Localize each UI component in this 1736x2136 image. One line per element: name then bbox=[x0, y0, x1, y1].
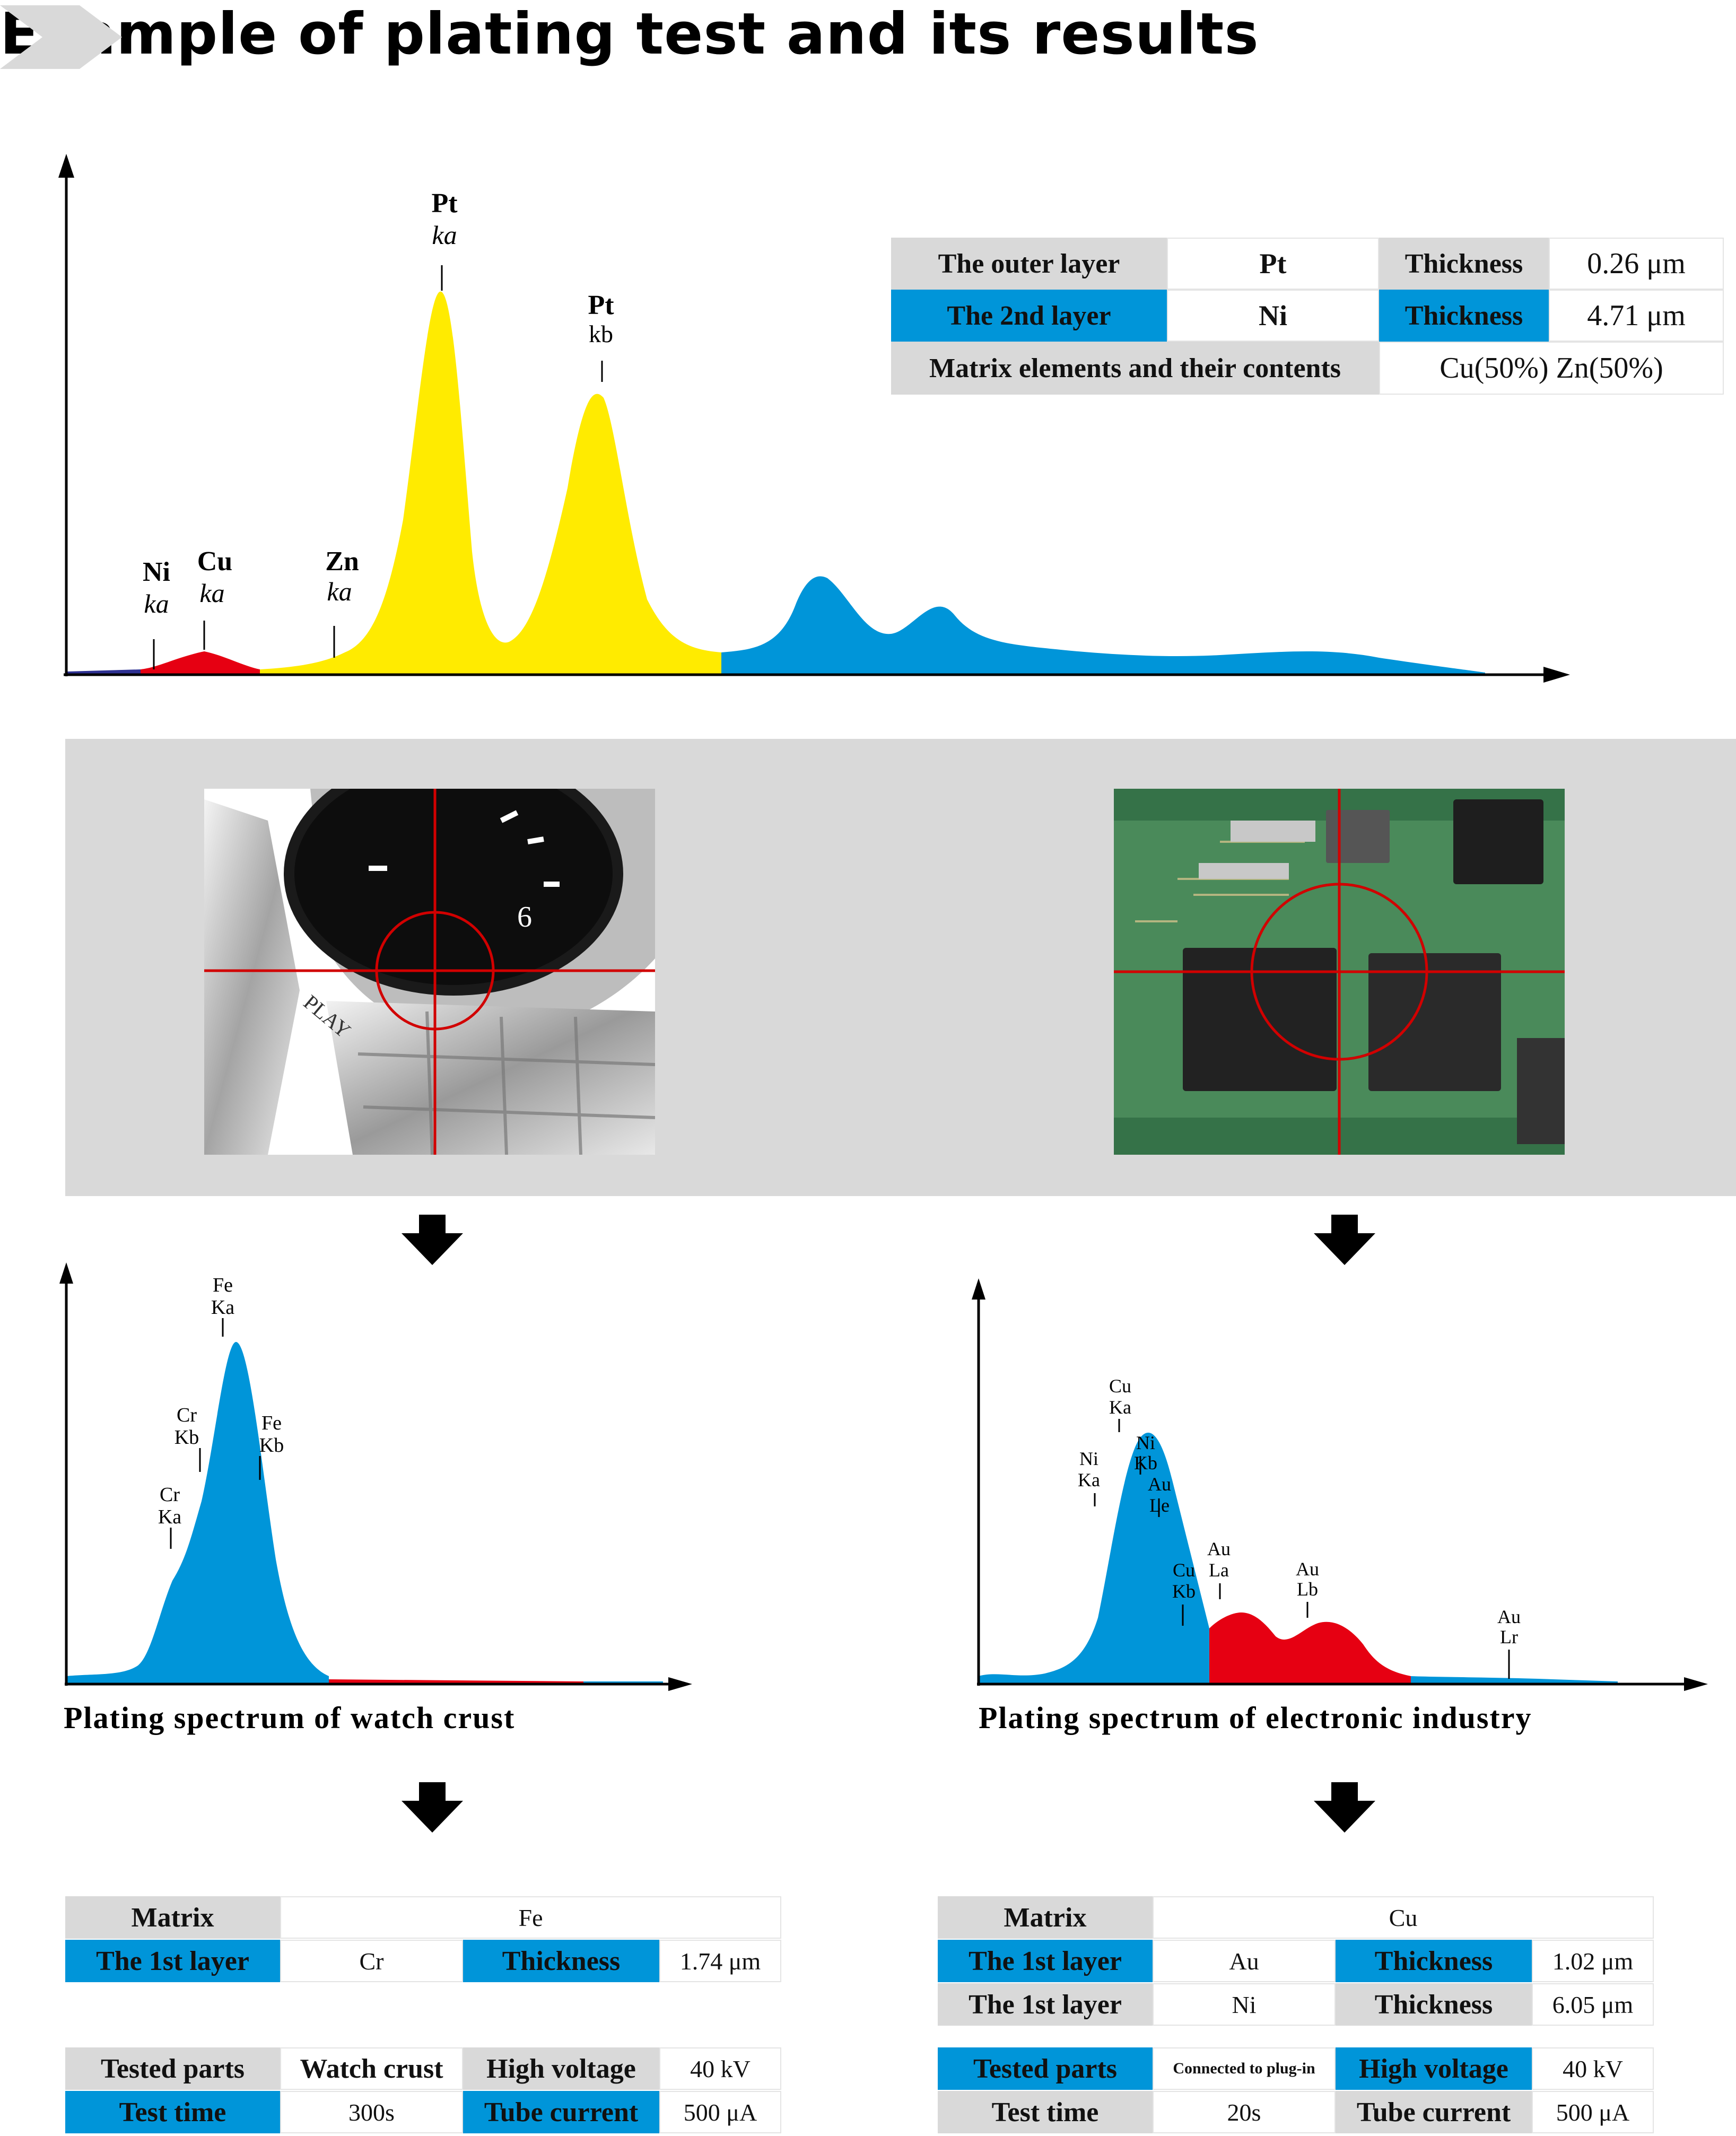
peak-label-au-le: Au Le bbox=[1148, 1474, 1171, 1516]
watch-spectrum-title: Plating spectrum of watch crust bbox=[64, 1701, 516, 1735]
elec-layer2-value: Ni bbox=[1153, 1983, 1336, 2026]
peak-label-pt-ka-line: ka bbox=[432, 220, 457, 250]
elec-tested-value: Connected to plug-in bbox=[1153, 2047, 1336, 2090]
watch-spectrum-chart: Cr Ka Cr Kb Fe Ka Fe Kb bbox=[59, 1262, 692, 1691]
elec-spectrum-blue-area bbox=[979, 1433, 1209, 1684]
peak-label-pt-kb-line: kb bbox=[589, 320, 613, 347]
peak-label-fe-kb: Fe Kb bbox=[259, 1412, 284, 1457]
watch-time-label: Test time bbox=[65, 2091, 280, 2133]
peak-label-cu-ka: Cu Ka bbox=[1109, 1375, 1131, 1418]
peak-label-pt-ka-element: Pt bbox=[431, 188, 458, 219]
matrix-elements-label: Matrix elements and their contents bbox=[891, 342, 1379, 395]
peak-label-ni-ka: Ni Ka bbox=[1078, 1448, 1100, 1490]
elec-hv-value: 40 kV bbox=[1532, 2047, 1654, 2090]
peak-label-zn-element: Zn bbox=[325, 546, 359, 577]
watch-hv-value: 40 kV bbox=[659, 2047, 781, 2090]
down-arrow-icon bbox=[1314, 1215, 1375, 1265]
second-layer-thickness-value: 4.71 μm bbox=[1549, 290, 1724, 342]
elec-hv-label: High voltage bbox=[1336, 2047, 1532, 2090]
down-arrow-icon bbox=[1314, 1782, 1375, 1833]
peak-label-au-lb: Au Lb bbox=[1296, 1558, 1319, 1600]
peak-label-ni-line: ka bbox=[144, 589, 169, 618]
spectrum-segment-yellow bbox=[260, 291, 721, 675]
elec-thickness1-value: 1.02 μm bbox=[1532, 1940, 1654, 1982]
electronic-spectrum-chart: Ni Ka Cu Ka Ni Kb Au Le Cu Kb Au La Au Lb Au Lr bbox=[972, 1278, 1708, 1691]
watch-tested-value: Watch crust bbox=[280, 2047, 463, 2090]
matrix-elements-value: Cu(50%) Zn(50%) bbox=[1379, 342, 1724, 395]
watch-tube-label: Tube current bbox=[463, 2091, 659, 2133]
elec-tested-label: Tested parts bbox=[938, 2047, 1153, 2090]
elec-thickness1-label: Thickness bbox=[1336, 1940, 1532, 1982]
elec-time-label: Test time bbox=[938, 2091, 1153, 2133]
outer-layer-element: Pt bbox=[1167, 238, 1379, 290]
electronic-spectrum-title: Plating spectrum of electronic industry bbox=[979, 1701, 1532, 1735]
circuit-board-photo bbox=[1114, 789, 1565, 1155]
elec-y-axis-arrow-icon bbox=[972, 1278, 985, 1300]
watch-thickness-label: Thickness bbox=[463, 1940, 659, 1982]
watch-hv-label: High voltage bbox=[463, 2047, 659, 2090]
elec-spectrum-blue-tail bbox=[1411, 1676, 1618, 1684]
watch-tested-label: Tested parts bbox=[65, 2047, 280, 2090]
elec-layer1-label: The 1st layer bbox=[938, 1940, 1153, 1982]
peak-label-zn-line: ka bbox=[327, 577, 352, 606]
second-layer-label: The 2nd layer bbox=[891, 290, 1167, 342]
watch-thickness-value: 1.74 μm bbox=[659, 1940, 781, 1982]
outer-layer-thickness-label: Thickness bbox=[1379, 238, 1549, 290]
watch-x-axis-arrow-icon bbox=[668, 1677, 692, 1691]
second-layer-element: Ni bbox=[1167, 290, 1379, 342]
elec-tube-value: 500 μA bbox=[1532, 2091, 1654, 2133]
outer-layer-thickness-value: 0.26 μm bbox=[1549, 238, 1724, 290]
peak-label-cu-kb: Cu Kb bbox=[1172, 1559, 1196, 1602]
elec-spectrum-red-area bbox=[1209, 1612, 1411, 1684]
main-spectrum-chart: Ni ka Cu ka Zn ka Pt ka Pt kb bbox=[58, 154, 1570, 683]
peak-label-cr-kb: Cr Kb bbox=[175, 1404, 199, 1449]
watch-spectrum-blue-area bbox=[66, 1342, 329, 1684]
x-axis-arrow-icon bbox=[1543, 667, 1570, 683]
spectrum-segment-red bbox=[141, 651, 260, 675]
peak-label-au-lr: Au Lr bbox=[1497, 1606, 1521, 1647]
elec-layer1-value: Au bbox=[1153, 1940, 1336, 1982]
elec-layer2-label: The 1st layer bbox=[938, 1983, 1153, 2026]
watch-matrix-label: Matrix bbox=[65, 1896, 280, 1939]
y-axis-arrow-icon bbox=[58, 154, 74, 178]
elec-tube-label: Tube current bbox=[1336, 2091, 1532, 2133]
watch-time-value: 300s bbox=[280, 2091, 463, 2133]
elec-thickness2-label: Thickness bbox=[1336, 1983, 1532, 2026]
elec-x-axis-arrow-icon bbox=[1684, 1677, 1708, 1691]
page-title: Example of plating test and its results bbox=[0, 1, 1259, 67]
elec-matrix-value: Cu bbox=[1153, 1896, 1654, 1939]
elec-matrix-label: Matrix bbox=[938, 1896, 1153, 1939]
peak-label-cr-ka: Cr Ka bbox=[158, 1484, 181, 1528]
peak-label-fe-ka: Fe Ka bbox=[211, 1274, 234, 1319]
down-arrow-icon bbox=[402, 1782, 463, 1833]
watch-photo: 6 PLAY bbox=[204, 789, 655, 1155]
elec-time-value: 20s bbox=[1153, 2091, 1336, 2133]
watch-layer-value: Cr bbox=[280, 1940, 463, 1982]
second-layer-thickness-label: Thickness bbox=[1379, 290, 1549, 342]
watch-matrix-value: Fe bbox=[280, 1896, 781, 1939]
peak-label-ni-kb: Ni Kb bbox=[1134, 1432, 1157, 1474]
watch-tube-value: 500 μA bbox=[659, 2091, 781, 2133]
watch-y-axis-arrow-icon bbox=[59, 1262, 73, 1284]
spectrum-segment-blue bbox=[721, 576, 1485, 675]
outer-layer-label: The outer layer bbox=[891, 238, 1167, 290]
peak-label-pt-kb-element: Pt bbox=[588, 290, 614, 320]
svg-text:6: 6 bbox=[517, 901, 532, 934]
elec-thickness2-value: 6.05 μm bbox=[1532, 1983, 1654, 2026]
down-arrow-icon bbox=[402, 1215, 463, 1265]
header-arrow-icon bbox=[0, 5, 122, 69]
peak-label-ni-element: Ni bbox=[143, 557, 170, 587]
peak-label-au-la: Au La bbox=[1207, 1538, 1231, 1581]
peak-label-cu-element: Cu bbox=[197, 546, 232, 577]
watch-layer-label: The 1st layer bbox=[65, 1940, 280, 1982]
peak-label-cu-line: ka bbox=[199, 578, 224, 608]
